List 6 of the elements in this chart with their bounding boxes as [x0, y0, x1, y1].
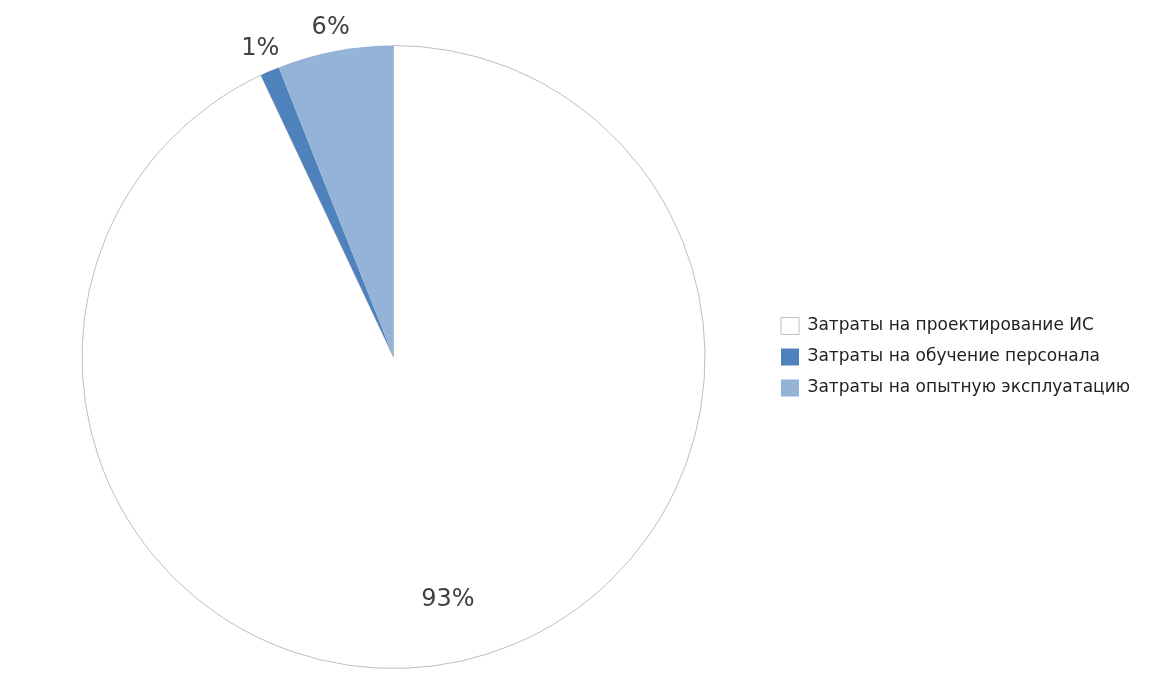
data-label: 1% — [241, 33, 280, 62]
data-label: 6% — [311, 11, 350, 40]
legend-label: Затраты на опытную эксплуатацию — [807, 376, 1131, 397]
data-label: 93% — [421, 584, 475, 613]
legend-label: Затраты на обучение персонала — [807, 345, 1101, 366]
legend-label: Затраты на проектирование ИС — [807, 314, 1094, 335]
